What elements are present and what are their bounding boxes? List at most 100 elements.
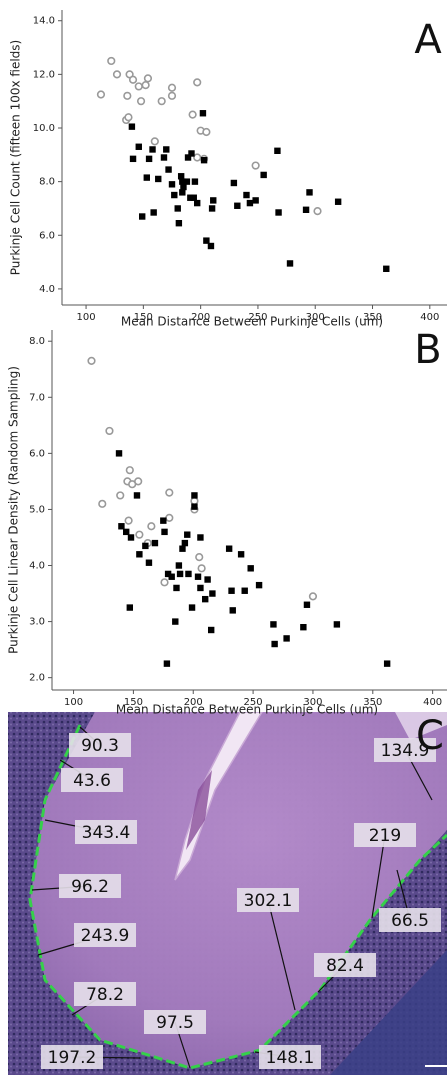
data-point bbox=[175, 562, 183, 569]
data-point bbox=[107, 56, 116, 66]
label-box bbox=[259, 1045, 321, 1069]
measurement-label: 243.9 bbox=[81, 926, 130, 946]
x-tick-label: 300 bbox=[306, 312, 325, 323]
data-point bbox=[207, 242, 215, 250]
data-point bbox=[150, 137, 159, 146]
data-point bbox=[243, 191, 250, 199]
data-point bbox=[135, 530, 144, 539]
y-tick-label: 10.0 bbox=[33, 123, 55, 134]
data-point bbox=[174, 205, 181, 212]
data-point bbox=[149, 146, 156, 153]
data-point bbox=[194, 573, 202, 580]
y-tick-label: 4.0 bbox=[39, 284, 55, 295]
measurement-label: 343.4 bbox=[82, 823, 131, 843]
data-point bbox=[333, 621, 341, 628]
panel-label: A bbox=[414, 17, 442, 63]
data-point bbox=[134, 82, 143, 91]
x-axis-title: Mean Distance Between Purkinje Cells (um… bbox=[116, 703, 378, 717]
y-tick-label: 12.0 bbox=[33, 69, 55, 80]
data-point bbox=[204, 576, 211, 583]
data-point bbox=[181, 539, 189, 547]
data-point bbox=[383, 265, 390, 272]
data-point bbox=[180, 183, 187, 191]
data-point bbox=[187, 194, 194, 201]
y-axis-title: Purkinje Cell Count (fifteen 100x fields… bbox=[9, 40, 23, 275]
data-point bbox=[164, 570, 172, 578]
x-tick-label: 400 bbox=[420, 312, 439, 323]
measurement-label: 66.5 bbox=[391, 911, 429, 931]
data-point bbox=[143, 74, 153, 83]
label-box bbox=[354, 823, 416, 847]
data-point bbox=[228, 587, 235, 594]
histology-image: 90.3 43.6 343.4 96.2 243.9 78.2 97.5 197.2 148.1… bbox=[8, 712, 447, 1075]
data-point bbox=[210, 197, 217, 204]
measurement-label: 219 bbox=[369, 826, 401, 846]
data-point bbox=[308, 592, 318, 601]
data-point bbox=[188, 150, 195, 157]
x-tick-label: 250 bbox=[244, 697, 263, 708]
x-tick-label: 100 bbox=[64, 697, 83, 708]
data-point bbox=[163, 660, 171, 667]
data-point bbox=[306, 189, 313, 196]
data-point bbox=[165, 513, 174, 522]
data-point bbox=[202, 127, 211, 137]
y-tick-label: 7.0 bbox=[29, 392, 45, 403]
data-point bbox=[241, 587, 248, 594]
y-tick-label: 4.0 bbox=[29, 561, 45, 572]
data-point bbox=[184, 154, 192, 161]
measurement-label: 97.5 bbox=[156, 1013, 194, 1033]
data-point bbox=[185, 570, 192, 578]
data-point bbox=[142, 542, 149, 550]
data-point bbox=[155, 175, 162, 183]
data-point bbox=[168, 573, 175, 580]
measurement-label: 78.2 bbox=[86, 985, 124, 1005]
data-point bbox=[160, 517, 167, 524]
data-point bbox=[167, 83, 177, 92]
data-point bbox=[283, 635, 290, 642]
measurement-label: 96.2 bbox=[71, 877, 109, 897]
data-point bbox=[179, 545, 186, 552]
y-tick-label: 5.0 bbox=[29, 504, 45, 515]
data-point bbox=[195, 553, 204, 562]
data-point bbox=[194, 199, 201, 207]
leader-line bbox=[267, 899, 296, 1011]
data-point bbox=[160, 154, 168, 161]
scatter-chart: 2.0 3.0 4.0 5.0 6.0 7.0 8.0 100 150 200 250 300 350 4… bbox=[7, 327, 447, 717]
y-tick-label: 2.0 bbox=[29, 673, 45, 684]
data-point bbox=[173, 584, 180, 592]
data-point bbox=[161, 528, 168, 536]
x-tick-label: 300 bbox=[303, 697, 322, 708]
data-point bbox=[141, 80, 150, 90]
data-point bbox=[179, 178, 186, 185]
data-point bbox=[112, 70, 122, 79]
data-point bbox=[225, 545, 233, 552]
data-point bbox=[255, 581, 263, 589]
data-point bbox=[123, 528, 130, 536]
data-point bbox=[171, 191, 178, 199]
data-point bbox=[207, 626, 215, 634]
data-point bbox=[183, 178, 191, 185]
label-box bbox=[59, 874, 121, 898]
measurement-label: 90.3 bbox=[81, 736, 119, 756]
data-point bbox=[128, 123, 136, 130]
data-point bbox=[151, 539, 159, 547]
measurement-label: 197.2 bbox=[48, 1048, 97, 1068]
data-point bbox=[191, 492, 198, 499]
x-tick-label: 150 bbox=[124, 697, 143, 708]
data-point bbox=[167, 91, 177, 100]
data-point bbox=[129, 155, 137, 163]
data-point bbox=[150, 209, 157, 216]
data-point bbox=[98, 499, 107, 508]
label-box bbox=[74, 982, 136, 1006]
data-point bbox=[172, 618, 179, 625]
data-point bbox=[191, 178, 199, 185]
data-point bbox=[203, 237, 210, 244]
data-point bbox=[139, 213, 146, 220]
data-point bbox=[145, 155, 153, 163]
scatter-chart: 4.0 6.0 8.0 10.0 12.0 14.0 100 150 200 250 300 350 4… bbox=[9, 10, 447, 329]
label-box bbox=[69, 733, 131, 757]
measurement-label: 302.1 bbox=[244, 891, 293, 911]
data-point bbox=[175, 220, 183, 227]
data-point bbox=[193, 78, 202, 87]
